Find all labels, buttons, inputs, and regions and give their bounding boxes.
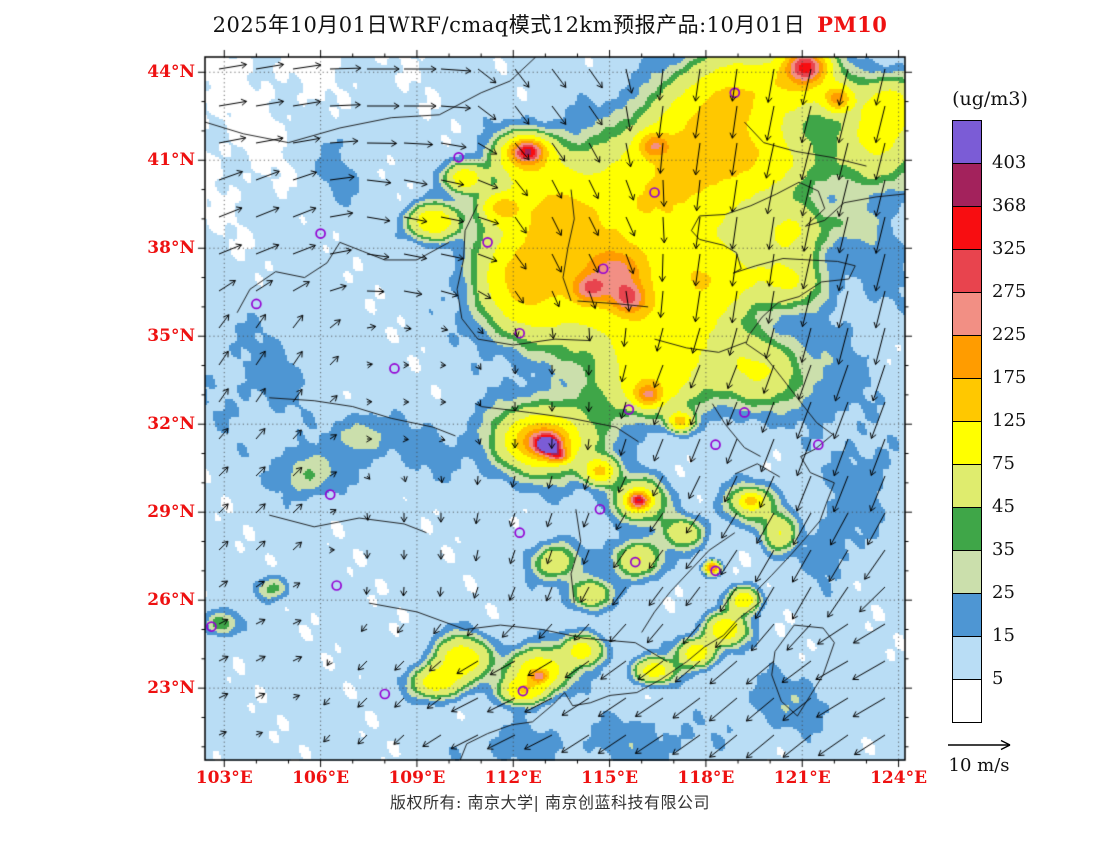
lon-tick-label: 124°E [870,768,928,788]
colorbar-segment [952,335,982,379]
lat-tick-label: 29°N [147,502,195,523]
colorbar-tick-label: 275 [992,281,1027,302]
colorbar-segment [952,249,982,293]
colorbar-tick-label: 403 [992,152,1027,173]
colorbar-segment [952,550,982,594]
lat-tick-label: 41°N [147,150,195,171]
colorbar-segment [952,507,982,551]
lon-tick-label: 112°E [484,768,542,788]
colorbar-segment [952,206,982,250]
lon-tick-label: 121°E [773,768,831,788]
colorbar-tick-label: 325 [992,238,1027,259]
colorbar-segment [952,120,982,164]
colorbar-tick-label: 15 [992,625,1015,646]
colorbar-tick-label: 368 [992,195,1027,216]
colorbar-segment [952,636,982,680]
wind-scale-label: 10 m/s [948,755,1010,776]
colorbar-segment [952,421,982,465]
forecast-map-canvas [197,49,913,768]
lat-tick-label: 32°N [147,414,195,435]
colorbar-tick-label: 75 [992,453,1015,474]
species-label: PM10 [817,12,888,37]
lat-tick-label: 26°N [147,590,195,611]
lat-tick-label: 23°N [147,678,195,699]
colorbar-tick-label: 225 [992,324,1027,345]
colorbar-tick-label: 45 [992,496,1015,517]
colorbar-tick-label: 175 [992,367,1027,388]
colorbar-segment [952,163,982,207]
lon-tick-label: 118°E [677,768,735,788]
chart-title-text: 2025年10月01日WRF/cmaq模式12km预报产品:10月01日 [212,13,806,37]
colorbar-tick-label: 125 [992,410,1027,431]
colorbar-tick-label: 25 [992,582,1015,603]
lon-tick-label: 106°E [292,768,350,788]
chart-title: 2025年10月01日WRF/cmaq模式12km预报产品:10月01日 PM10 [0,9,1100,39]
colorbar-title: (ug/m3) [952,88,1028,110]
lat-tick-label: 35°N [147,326,195,347]
wind-scale-arrow-icon [948,739,1011,751]
lat-tick-label: 44°N [147,62,195,83]
colorbar-tick-label: 35 [992,539,1015,560]
lon-tick-label: 109°E [388,768,446,788]
lon-tick-label: 103°E [195,768,253,788]
colorbar-segment [952,464,982,508]
colorbar-segment [952,593,982,637]
colorbar-segment [952,292,982,336]
lat-tick-label: 38°N [147,238,195,259]
copyright-footer: 版权所有: 南京大学| 南京创蓝科技有限公司 [390,793,710,812]
colorbar-tick-label: 5 [992,668,1004,689]
colorbar-segment [952,679,982,723]
lon-tick-label: 115°E [581,768,639,788]
colorbar-segment [952,378,982,422]
